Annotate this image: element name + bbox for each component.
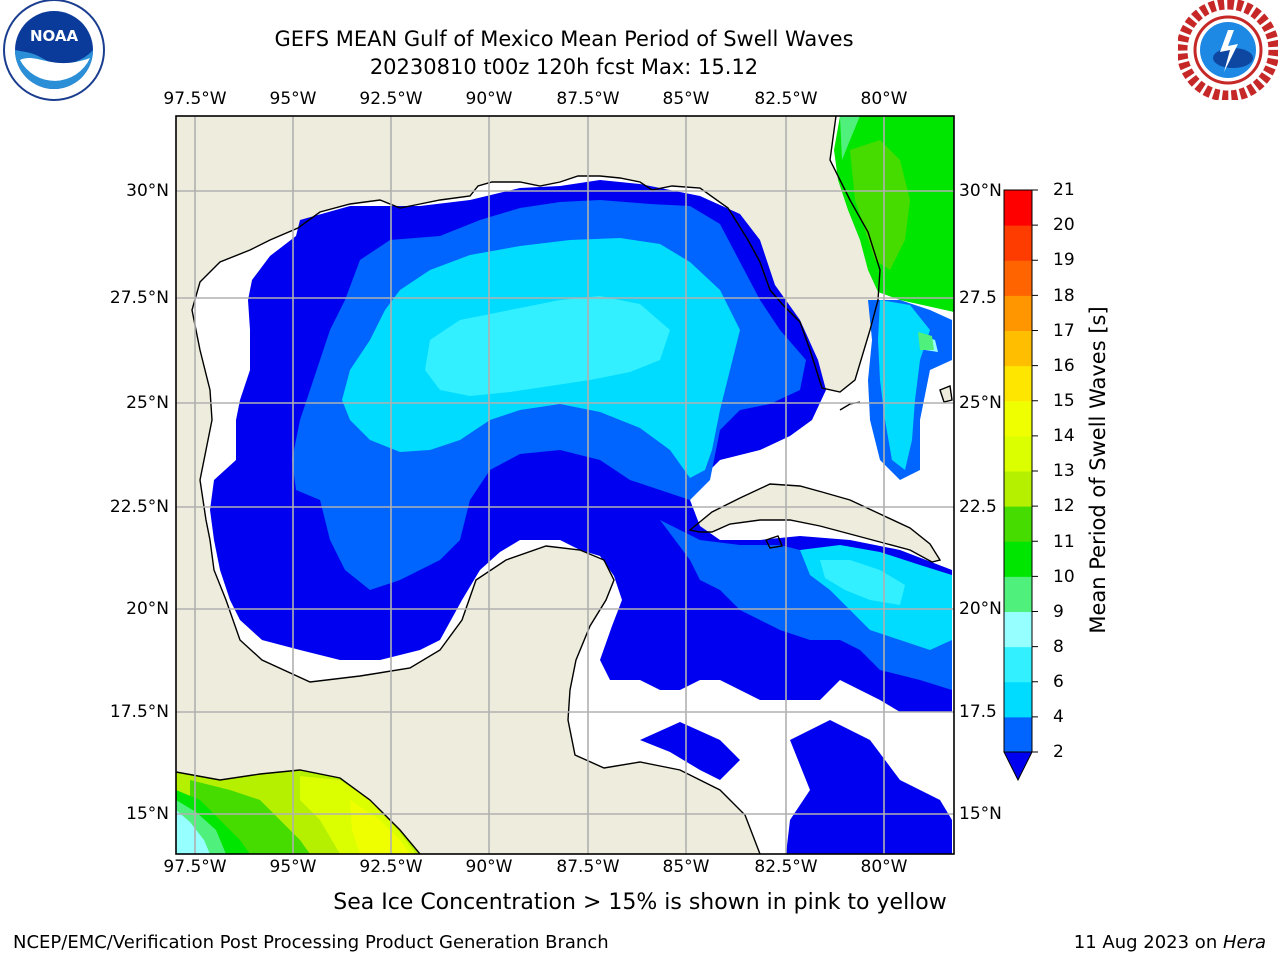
lat-tick-right: 27.5: [959, 288, 997, 308]
colorbar-segment: [1004, 225, 1032, 261]
footer-date-text: 11 Aug 2023 on: [1073, 932, 1223, 953]
lat-tick-left: 30°N: [126, 181, 169, 201]
colorbar-segment: [1004, 260, 1032, 296]
lat-tick-right: 15°N: [959, 804, 1002, 824]
lat-tick-right: 22.5: [959, 497, 997, 517]
lon-tick-bottom: 92.5°W: [359, 857, 423, 877]
colorbar-segment: [1004, 681, 1032, 718]
lat-tick-left: 17.5°N: [109, 702, 169, 722]
map-subtitle: 20230810 t00z 120h fcst Max: 15.12: [369, 55, 759, 79]
colorbar-tick: 4: [1053, 707, 1064, 727]
lat-tick-left: 15°N: [126, 804, 169, 824]
lat-tick-left: 20°N: [126, 599, 169, 619]
lon-tick-bottom: 97.5°W: [163, 857, 227, 877]
colorbar-tick: 10: [1053, 567, 1075, 587]
colorbar-segment: [1004, 716, 1032, 753]
colorbar-tick: 21: [1053, 180, 1075, 200]
map-frame: [175, 115, 955, 855]
lon-tick-bottom: 85°W: [662, 857, 710, 877]
lon-tick-bottom: 82.5°W: [754, 857, 818, 877]
colorbar-tick: 15: [1053, 391, 1075, 411]
colorbar-tick: 14: [1053, 426, 1075, 446]
colorbar-segment: [1004, 646, 1032, 683]
lon-tick-bottom: 90°W: [465, 857, 513, 877]
lon-tick-top: 87.5°W: [556, 89, 620, 109]
lon-tick-top: 90°W: [465, 89, 513, 109]
footer-credit: NCEP/EMC/Verification Post Processing Pr…: [13, 932, 609, 953]
lat-tick-right: 30°N: [959, 181, 1002, 201]
colorbar-tick: 16: [1053, 356, 1075, 376]
lon-tick-bottom: 80°W: [860, 857, 908, 877]
colorbar-label: Mean Period of Swell Waves [s]: [1086, 306, 1110, 634]
lat-tick-right: 17.5: [959, 702, 997, 722]
colorbar-tick: 12: [1053, 496, 1075, 516]
colorbar-segment: [1004, 400, 1032, 437]
lat-tick-right: 25°N: [959, 393, 1002, 413]
colorbar-tick: 8: [1053, 637, 1064, 657]
footer-machine: Hera: [1222, 932, 1266, 953]
lon-tick-top: 82.5°W: [754, 89, 818, 109]
colorbar-segment: [1004, 295, 1032, 331]
colorbar-tick: 13: [1053, 461, 1075, 481]
map-title: GEFS MEAN Gulf of Mexico Mean Period of …: [274, 27, 854, 51]
noaa-logo: NOAA: [3, 0, 105, 101]
colorbar-tick: 11: [1053, 532, 1075, 552]
lat-tick-left: 27.5°N: [109, 288, 169, 308]
colorbar-segment: [1004, 611, 1032, 648]
colorbar-extend-triangle: [1003, 751, 1033, 782]
lon-tick-bottom: 87.5°W: [556, 857, 620, 877]
colorbar: [1003, 189, 1038, 782]
lon-tick-bottom: 95°W: [269, 857, 317, 877]
colorbar-segment: [1004, 576, 1032, 612]
lon-tick-top: 92.5°W: [359, 89, 423, 109]
footer-date: 11 Aug 2023 on Hera: [1074, 932, 1266, 953]
lat-tick-left: 25°N: [126, 393, 169, 413]
lon-tick-top: 95°W: [269, 89, 317, 109]
colorbar-segment: [1004, 365, 1032, 402]
colorbar-tick: 2: [1053, 742, 1064, 762]
colorbar-segment: [1004, 506, 1032, 542]
colorbar-tick: 20: [1053, 215, 1075, 235]
colorbar-tick: 9: [1053, 602, 1064, 622]
colorbar-segment: [1004, 190, 1032, 226]
colorbar-tick: 6: [1053, 672, 1064, 692]
lon-tick-top: 97.5°W: [163, 89, 227, 109]
lat-tick-left: 22.5°N: [109, 497, 169, 517]
colorbar-segment: [1004, 541, 1032, 577]
colorbar-tick: 19: [1053, 250, 1075, 270]
colorbar-segment: [1004, 435, 1032, 472]
lon-tick-top: 80°W: [860, 89, 908, 109]
colorbar-tick: 18: [1053, 286, 1075, 306]
lat-tick-right: 20°N: [959, 599, 1002, 619]
graticule: [176, 116, 954, 854]
nws-logo: [1178, 0, 1278, 100]
colorbar-segment: [1004, 471, 1032, 507]
lon-tick-top: 85°W: [662, 89, 710, 109]
sea-ice-note: Sea Ice Concentration > 15% is shown in …: [333, 890, 947, 915]
svg-text:NOAA: NOAA: [30, 27, 79, 45]
colorbar-segment: [1004, 330, 1032, 367]
colorbar-tick: 17: [1053, 321, 1075, 341]
